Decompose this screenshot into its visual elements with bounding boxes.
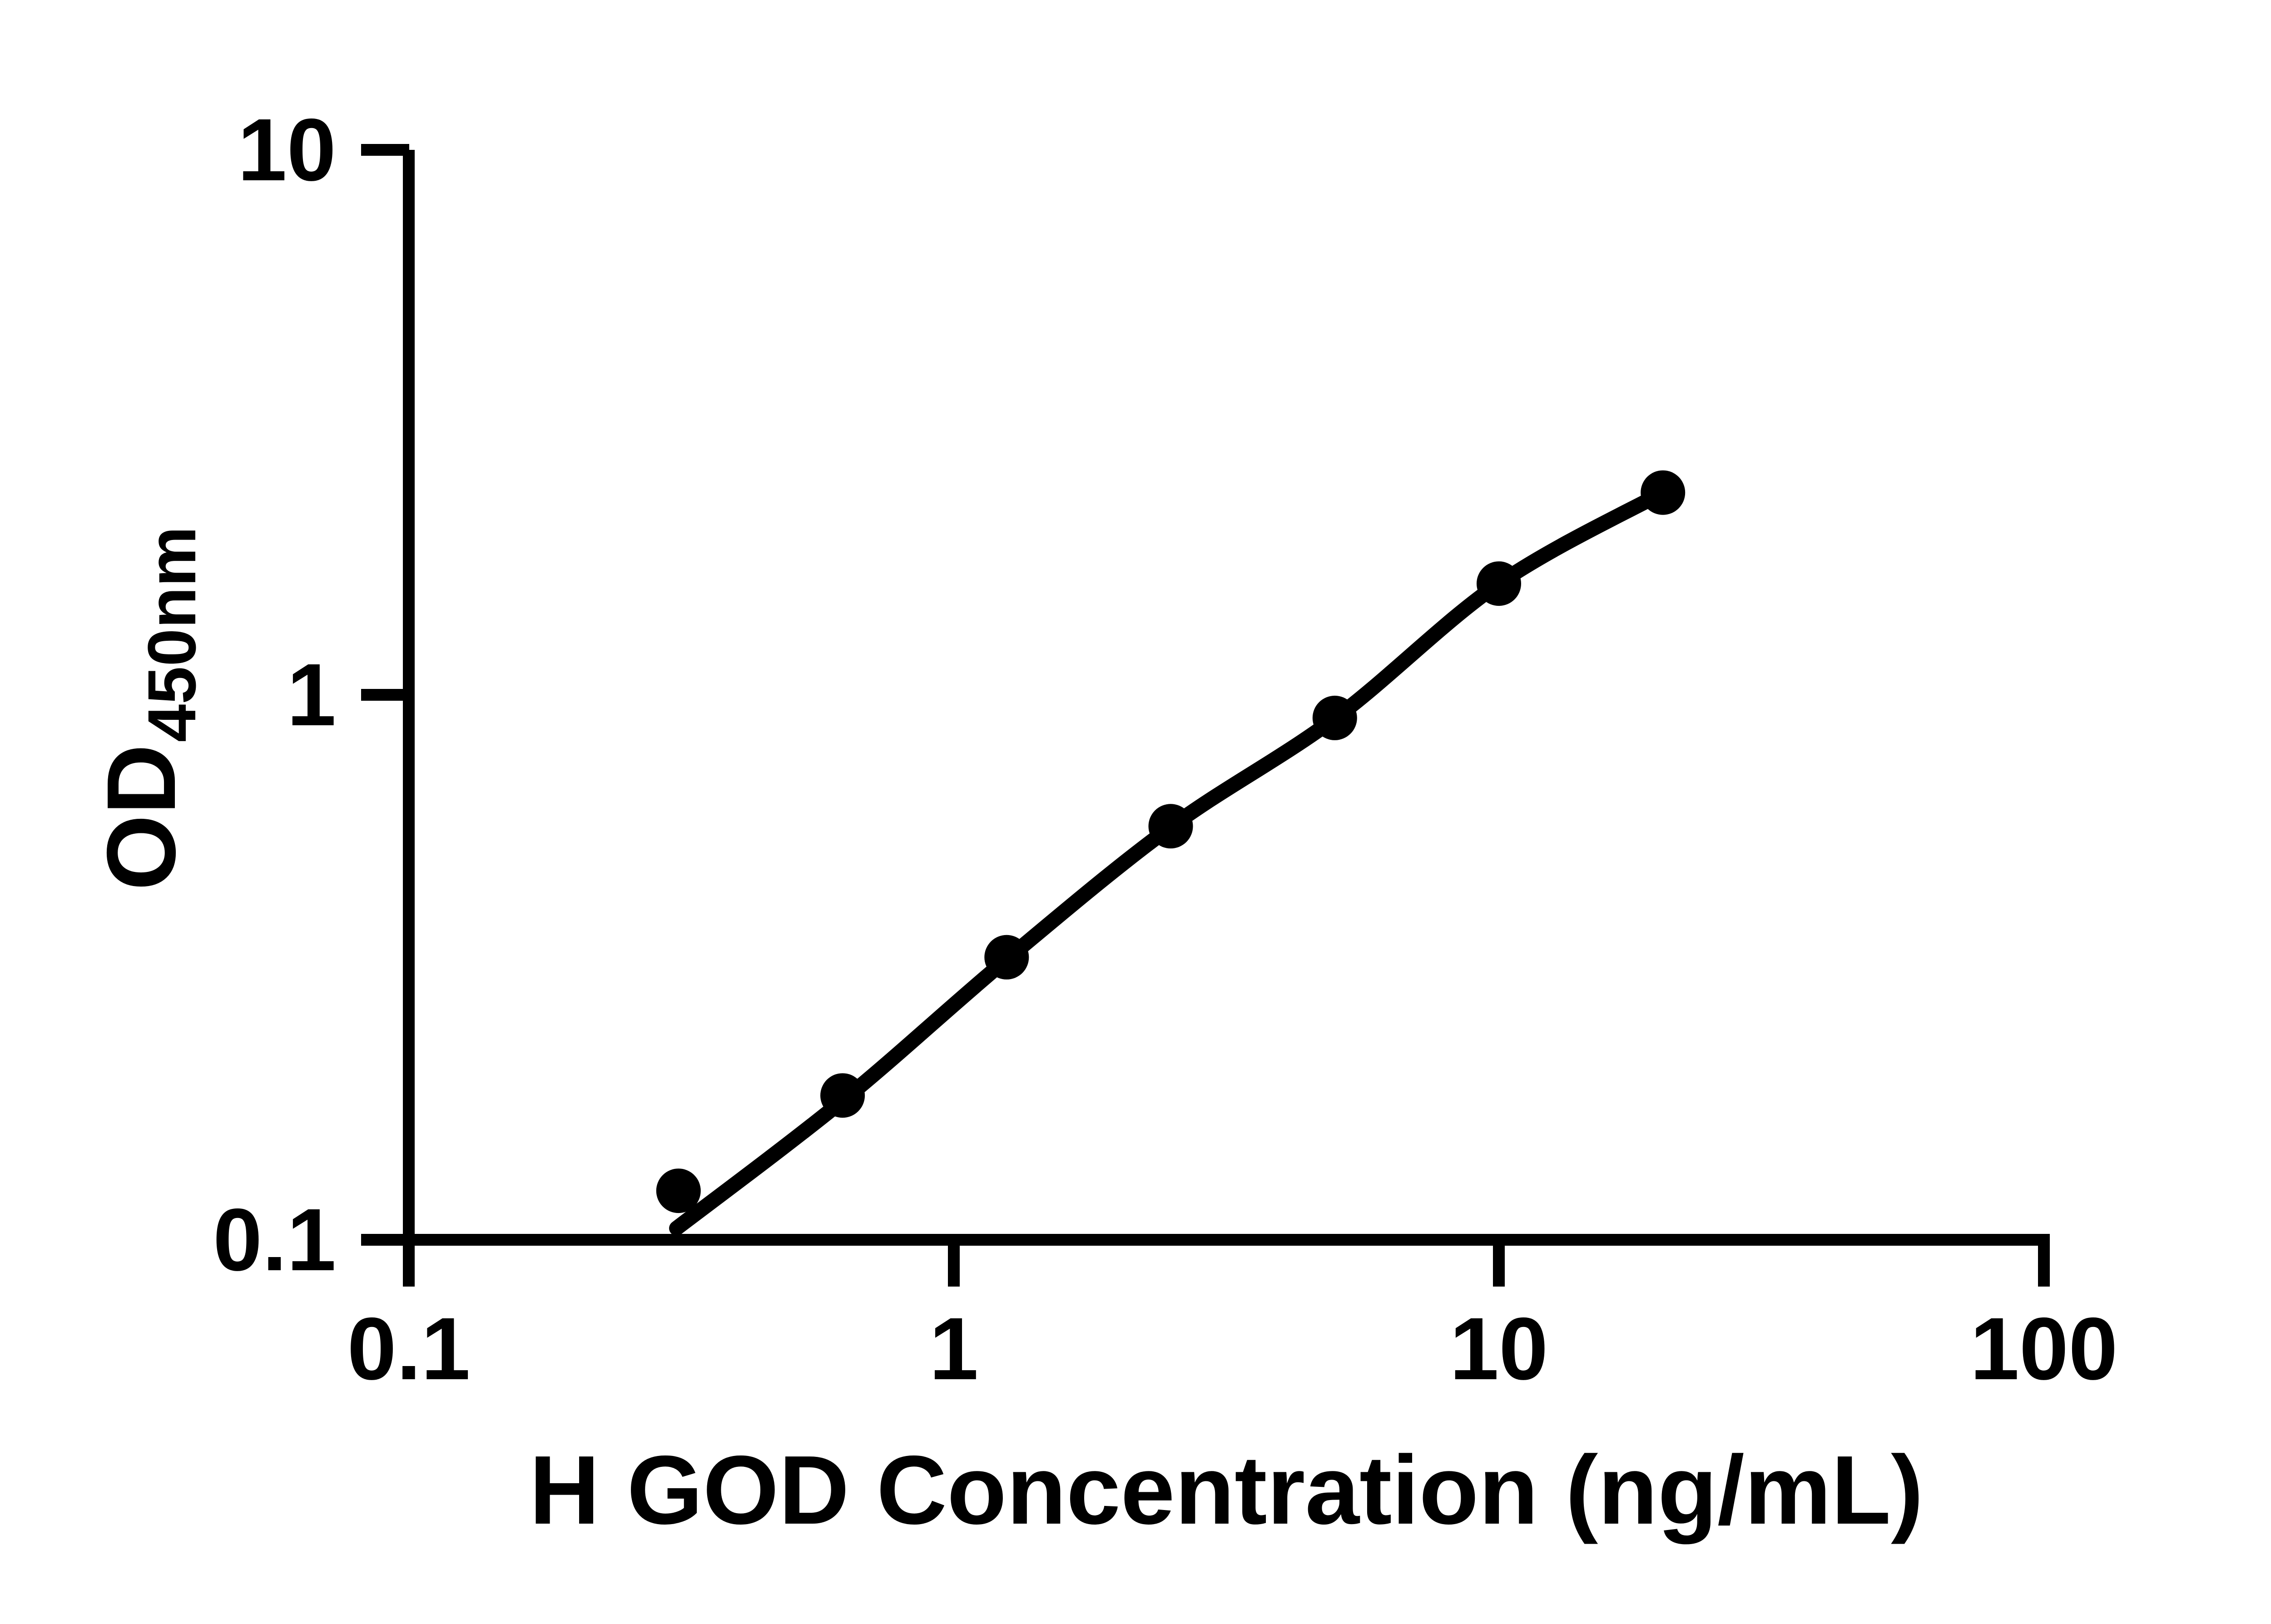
- x-tick-label: 10: [1450, 1299, 1548, 1398]
- data-point-marker: [1312, 695, 1357, 740]
- data-point-marker: [820, 1073, 865, 1118]
- y-axis-title-subscript: 450nm: [134, 526, 210, 742]
- data-point-marker: [1477, 561, 1521, 606]
- x-axis-title: H GOD Concentration (ng/mL): [529, 1435, 1924, 1545]
- data-point-marker: [1641, 470, 1686, 515]
- x-tick-label: 0.1: [347, 1299, 470, 1398]
- data-point-marker: [1148, 804, 1193, 849]
- y-axis-title-main: OD: [86, 744, 196, 891]
- y-tick-label: 0.1: [213, 1190, 336, 1289]
- axis-ticks: [361, 144, 2050, 1287]
- y-tick-label: 1: [287, 645, 336, 744]
- data-point-marker: [656, 1168, 701, 1213]
- data-point-marker: [984, 935, 1029, 980]
- x-tick-label: 1: [929, 1299, 978, 1398]
- axes: [403, 150, 2050, 1246]
- y-axis-title: OD 450nm: [86, 526, 210, 891]
- fit-curve-line: [669, 485, 1671, 1236]
- fit-curve: [669, 485, 1671, 1236]
- axis-tick-labels: 0.1 1 10 100 0.1 1 10: [213, 100, 2118, 1398]
- y-tick-label: 10: [238, 100, 336, 199]
- x-tick-label: 100: [1970, 1299, 2117, 1398]
- data-points: [656, 470, 1686, 1213]
